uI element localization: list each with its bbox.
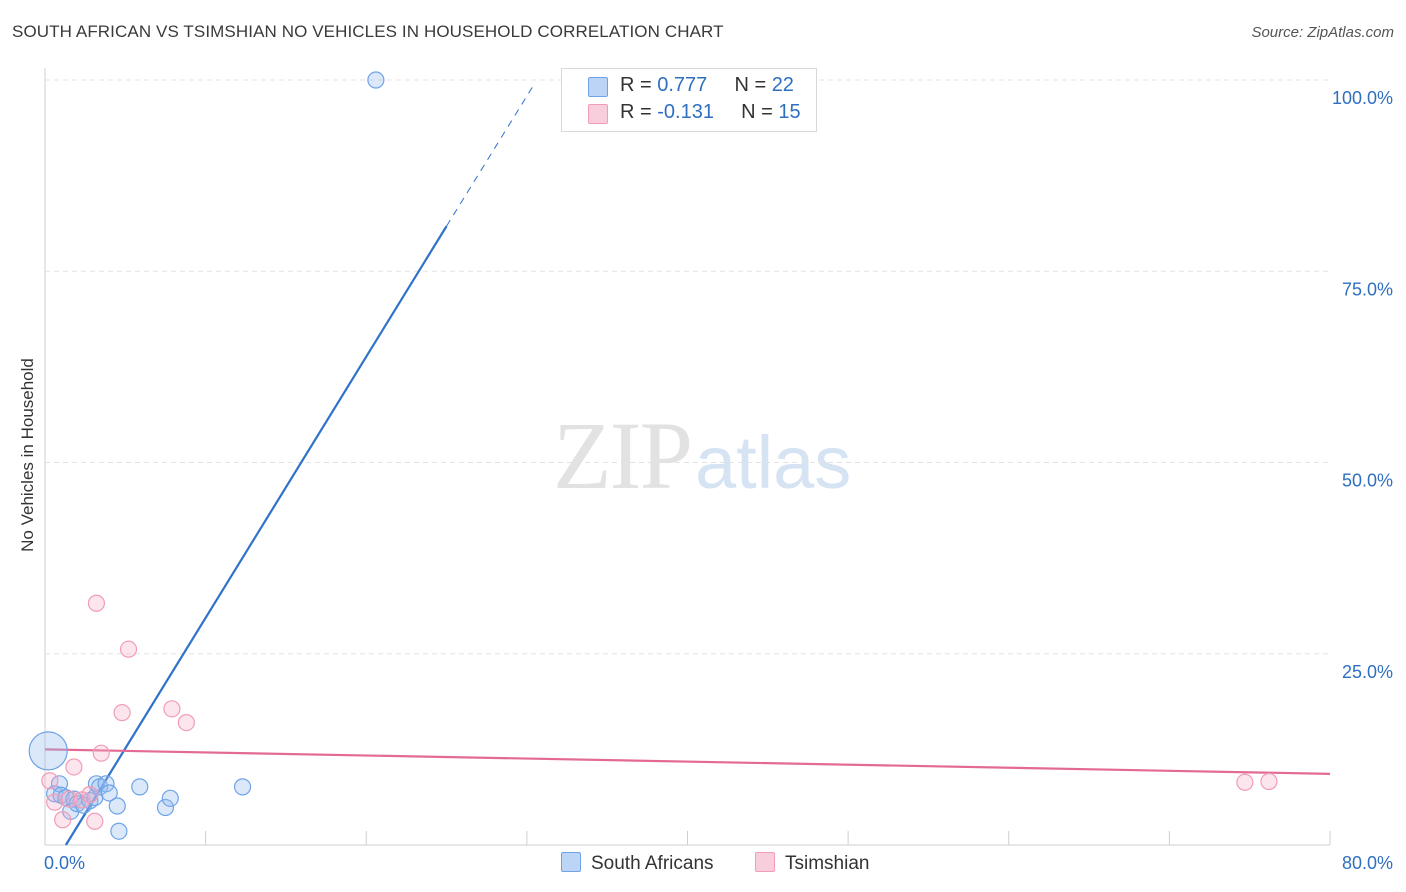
x-tick-label: 0.0% [44,853,85,873]
data-point-south-africans [100,784,118,802]
data-point-south-africans [97,775,115,793]
data-point-tsimshian [92,744,110,762]
trend-line-south-africans [64,225,448,846]
correlation-legend: R = 0.777 N = 22 R = -0.131 N = 15 [561,68,817,132]
data-point-south-africans [131,778,149,796]
legend-swatch-blue [588,77,608,97]
bottom-legend-swatch-blue [561,852,581,872]
y-tick-label: 50.0% [1342,471,1393,491]
bottom-legend-south-africans: South Africans [561,852,714,875]
data-point-south-africans [156,798,175,817]
bottom-legend-swatch-pink [755,852,775,872]
data-point-tsimshian [65,758,83,776]
bottom-legend-tsimshian: Tsimshian [755,852,869,875]
legend-swatch-pink [588,104,608,124]
legend-n-label: N = [734,74,772,96]
grid-lines [45,79,1330,655]
bottom-legend-label: Tsimshian [785,853,870,874]
legend-r-value: -0.131 [657,101,714,123]
data-point-tsimshian [60,790,78,808]
data-point-south-africans [367,71,385,89]
watermark: ZIPatlas [553,400,851,511]
legend-r-label: R = [620,74,658,96]
data-point-tsimshian [177,713,195,732]
trend-line-tsimshian [44,748,1331,775]
data-point-tsimshian [119,640,138,658]
trend-line-south-africans-extension [446,82,536,227]
data-point-tsimshian [163,700,181,718]
y-tick-label: 75.0% [1342,279,1393,299]
legend-r-value: 0.777 [657,74,708,96]
legend-n-label: N = [741,101,779,123]
data-point-south-africans [110,822,128,840]
legend-n-value: 22 [771,74,794,96]
data-point-south-africans [28,731,68,771]
data-point-tsimshian [81,785,99,804]
trend-lines [44,82,1331,846]
data-point-tsimshian [41,772,59,790]
axes [44,68,1331,846]
data-point-tsimshian [1260,772,1278,791]
legend-n-value: 15 [778,101,801,123]
source-label: Source: ZipAtlas.com [1251,24,1394,41]
data-point-tsimshian [54,811,72,829]
watermark-zip: ZIP [553,402,693,509]
data-point-tsimshian [113,704,131,722]
data-point-south-africans [87,775,106,793]
y-tick-label: 100.0% [1332,88,1393,108]
data-point-tsimshian [86,812,104,830]
y-tick-label: 25.0% [1342,662,1393,682]
data-point-south-africans [233,778,252,796]
data-point-tsimshian [1236,773,1254,791]
chart-title: SOUTH AFRICAN VS TSIMSHIAN NO VEHICLES I… [12,22,724,41]
data-point-south-africans [108,797,126,815]
data-points [28,71,1278,840]
data-point-tsimshian [46,793,64,811]
tick-labels: 25.0% 50.0% 75.0% 100.0% 0.0% 80.0% [44,88,1393,873]
legend-r-label: R = [620,101,658,123]
data-point-tsimshian [87,594,106,612]
x-tick-label: 80.0% [1342,853,1393,873]
data-point-south-africans [161,789,179,807]
bottom-legend-label: South Africans [591,853,714,874]
